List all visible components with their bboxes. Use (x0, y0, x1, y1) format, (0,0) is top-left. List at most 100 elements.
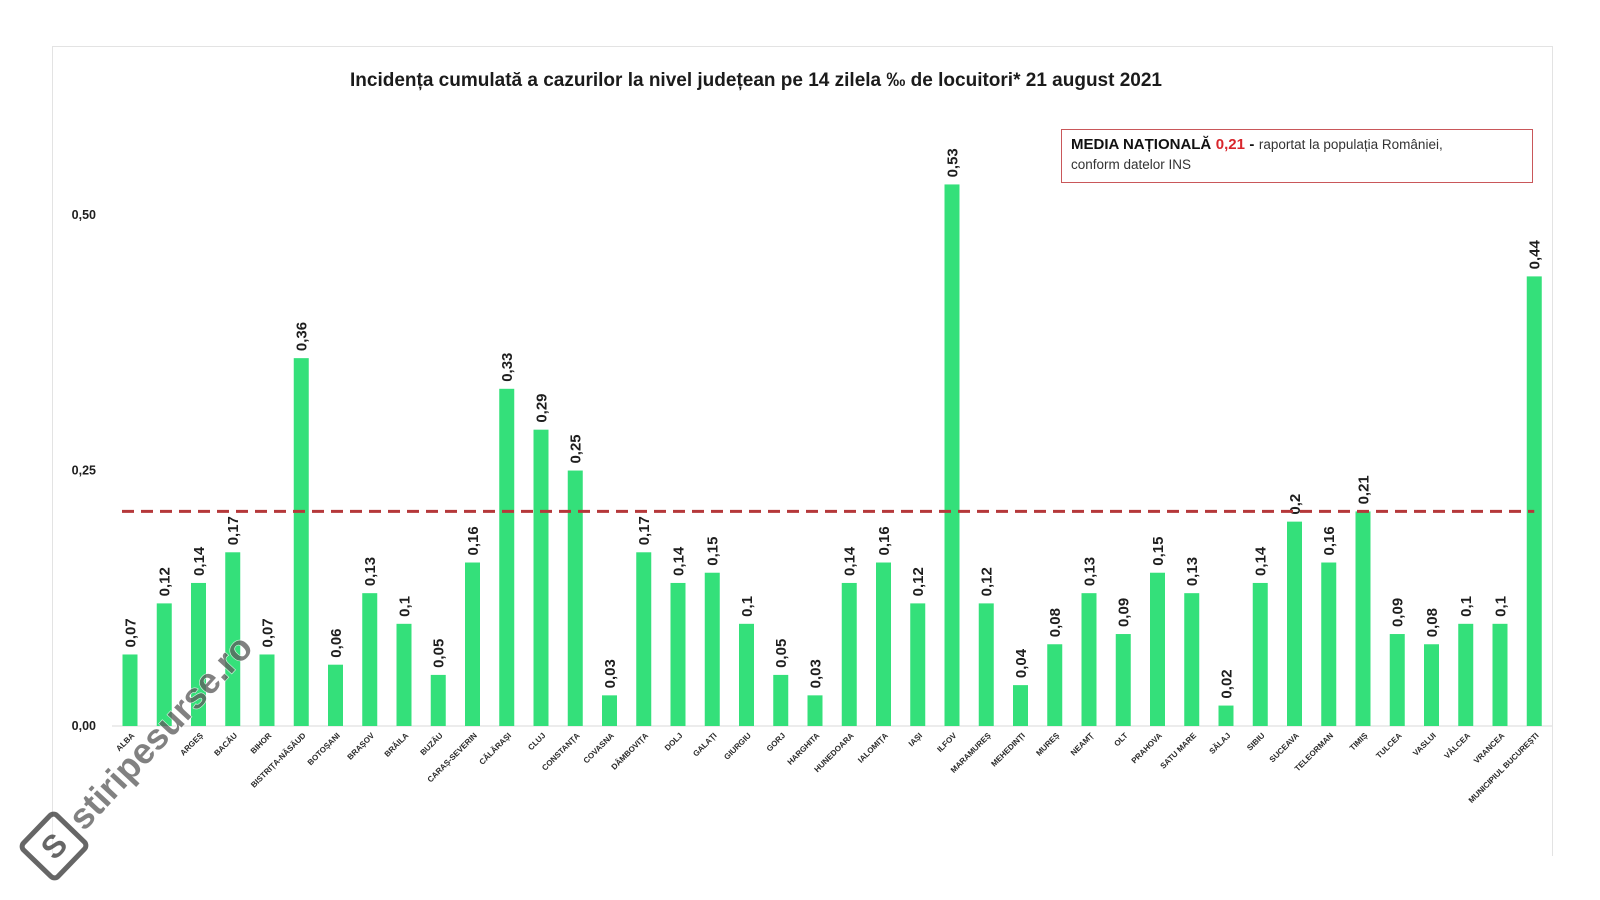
value-label-22: 0,14 (842, 546, 859, 576)
bar-36 (1321, 562, 1337, 726)
annotation-separator: - (1249, 136, 1255, 153)
bars (122, 184, 1542, 726)
bar-20 (773, 674, 789, 726)
bar-29 (1081, 593, 1097, 726)
bar-31 (1150, 572, 1165, 726)
bar-22 (841, 582, 857, 726)
category-label-28: MUREȘ (1034, 731, 1061, 758)
value-label-5: 0,07 (259, 618, 276, 647)
value-label-7: 0,06 (328, 628, 345, 657)
y-axis: 0,00 0,25 0,50 (72, 208, 96, 733)
bar-39 (1424, 644, 1439, 726)
category-label-33: SĂLAJ (1207, 731, 1232, 756)
category-label-10: BUZĂU (419, 731, 445, 757)
value-label-15: 0,03 (602, 659, 619, 688)
category-labels: ALBA ARGEȘ BACĂU BIHORBISTRIȚA-NĂSĂUDBOTOȘA… (114, 731, 1540, 805)
value-label-30: 0,09 (1116, 598, 1133, 627)
bar-5 (259, 654, 275, 726)
category-label-31: PRAHOVA (1130, 731, 1164, 765)
category-label-34: SIBIU (1245, 731, 1267, 753)
y-tick-label-1: 0,00 (72, 719, 96, 733)
bar-28 (1047, 644, 1063, 726)
value-label-20: 0,05 (773, 639, 790, 668)
category-label-30: OLT (1112, 731, 1129, 748)
category-label-41: VRANCEA (1472, 731, 1506, 765)
category-label-16: DÂMBOVIȚA (610, 731, 651, 772)
category-label-19: GIURGIU (722, 731, 753, 762)
bar-2 (156, 603, 172, 726)
category-label-21: HARGHITA (786, 731, 822, 767)
value-labels: 0,07 0,12 0,14 0,17 0,07 0,36 0,06 0,13 0,1 0,05 0… (122, 148, 1543, 698)
y-tick-label-3: 0,50 (72, 208, 96, 222)
bar-25 (944, 184, 960, 726)
bar-17 (670, 582, 686, 726)
annotation-value: 0,21 (1215, 136, 1245, 153)
value-label-12: 0,33 (499, 353, 516, 382)
value-label-42: 0,44 (1527, 240, 1544, 270)
bar-7 (328, 664, 343, 726)
value-label-19: 0,1 (739, 596, 756, 617)
bar-12 (499, 388, 515, 726)
watermark-logo-frame (19, 811, 89, 881)
bar-24 (910, 603, 926, 726)
bar-38 (1389, 634, 1405, 726)
bar-10 (430, 674, 446, 726)
bar-19 (739, 623, 754, 726)
annotation-text-line2: conform datelor INS (1071, 157, 1192, 172)
bar-30 (1115, 634, 1131, 726)
value-label-38: 0,09 (1390, 598, 1407, 627)
value-label-23: 0,16 (876, 526, 893, 555)
category-label-40: VÂLCEA (1443, 731, 1473, 761)
category-label-32: SATU MARE (1159, 731, 1199, 771)
bar-11 (465, 562, 480, 726)
value-label-18: 0,15 (705, 537, 722, 566)
value-label-8: 0,13 (362, 557, 379, 586)
bar-6 (293, 358, 309, 726)
value-label-11: 0,16 (465, 526, 482, 555)
value-label-3: 0,14 (191, 546, 208, 576)
value-label-25: 0,53 (944, 148, 961, 177)
bar-23 (876, 562, 891, 726)
bar-33 (1218, 705, 1234, 726)
bar-16 (636, 552, 652, 726)
category-label-5: BIHOR (249, 731, 274, 756)
watermark-logo: S (19, 811, 89, 881)
category-label-24: IAȘI (907, 731, 924, 748)
bar-26 (978, 603, 994, 726)
bar-27 (1013, 685, 1028, 726)
bar-1 (122, 654, 138, 726)
value-label-39: 0,08 (1424, 608, 1441, 637)
bar-14 (567, 470, 583, 726)
bar-21 (807, 695, 823, 726)
value-label-26: 0,12 (979, 567, 996, 596)
category-label-35: SUCEAVA (1268, 731, 1301, 764)
bar-3 (191, 582, 206, 726)
value-label-13: 0,29 (533, 393, 550, 422)
value-label-36: 0,16 (1321, 526, 1338, 555)
value-label-2: 0,12 (157, 567, 174, 596)
chart-title: Incidența cumulată a cazurilor la nivel … (350, 70, 1162, 91)
bar-13 (533, 429, 549, 726)
national-average-annotation: MEDIA NAȚIONALĂ 0,21 - raportat la popul… (1061, 129, 1533, 183)
value-label-29: 0,13 (1081, 557, 1098, 586)
value-label-28: 0,08 (1047, 608, 1064, 637)
value-label-31: 0,15 (1150, 537, 1167, 566)
value-label-1: 0,07 (122, 618, 139, 647)
category-label-23: IALOMIȚA (856, 731, 890, 765)
bar-15 (602, 695, 617, 726)
value-label-37: 0,21 (1355, 475, 1372, 504)
bar-35 (1287, 521, 1302, 726)
bar-37 (1355, 511, 1371, 726)
watermark: S stiripesurse.ro (19, 626, 261, 881)
value-label-16: 0,17 (636, 516, 653, 545)
value-label-10: 0,05 (431, 639, 448, 668)
value-label-21: 0,03 (807, 659, 824, 688)
value-label-17: 0,14 (670, 546, 687, 576)
bar-18 (704, 572, 720, 726)
value-label-32: 0,13 (1184, 557, 1201, 586)
category-label-13: CLUJ (526, 731, 547, 752)
category-label-17: DOLJ (663, 731, 684, 752)
category-label-27: MEHEDINȚI (989, 731, 1026, 768)
y-tick-label-2: 0,25 (72, 464, 96, 478)
